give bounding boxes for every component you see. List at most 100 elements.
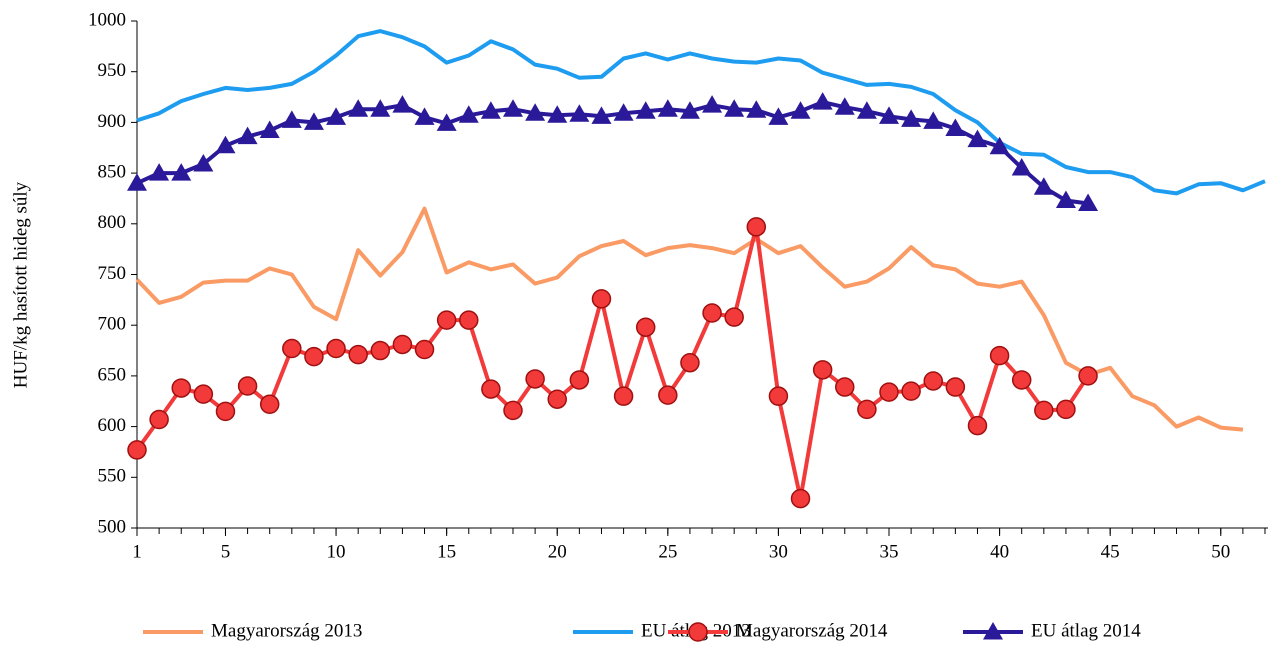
point xyxy=(436,310,457,330)
legend-marker xyxy=(983,622,1003,640)
point xyxy=(812,360,833,380)
x-tick-label: 25 xyxy=(658,541,677,562)
point xyxy=(967,129,988,148)
x-tick-label: 40 xyxy=(990,541,1009,562)
legend-marker xyxy=(688,622,708,642)
point xyxy=(923,111,944,129)
point xyxy=(481,379,501,399)
point xyxy=(348,344,368,365)
point xyxy=(967,415,988,436)
point xyxy=(215,401,236,422)
point xyxy=(879,382,899,402)
point xyxy=(945,377,966,397)
point xyxy=(171,378,191,398)
point xyxy=(480,101,501,119)
point xyxy=(503,400,523,421)
point xyxy=(746,217,767,237)
point xyxy=(569,370,590,390)
point xyxy=(459,310,479,330)
point xyxy=(370,340,391,361)
point xyxy=(768,386,789,406)
legend-label: Magyarország 2014 xyxy=(736,620,888,641)
point xyxy=(591,289,612,309)
point xyxy=(658,385,678,405)
x-tick-label: 10 xyxy=(327,541,346,562)
point xyxy=(547,389,567,409)
point xyxy=(392,334,413,355)
point xyxy=(1011,370,1032,390)
point xyxy=(613,386,634,406)
point xyxy=(680,352,700,373)
point xyxy=(901,109,922,127)
point xyxy=(127,173,147,191)
point xyxy=(790,101,811,119)
point xyxy=(193,153,214,172)
point xyxy=(414,339,435,360)
point xyxy=(281,110,302,128)
point xyxy=(1034,400,1054,421)
point xyxy=(348,99,369,117)
x-tick-label: 15 xyxy=(437,541,456,562)
point xyxy=(525,103,546,121)
point xyxy=(746,100,767,118)
point xyxy=(1078,193,1099,212)
point xyxy=(193,384,214,404)
point xyxy=(547,105,568,123)
x-tick-label: 50 xyxy=(1211,541,1230,562)
point xyxy=(569,104,590,122)
point xyxy=(591,106,612,124)
point xyxy=(901,381,921,401)
point xyxy=(768,107,789,125)
point xyxy=(635,101,656,119)
point xyxy=(989,136,1010,155)
point xyxy=(989,345,1010,366)
y-tick-label: 650 xyxy=(98,364,127,385)
point xyxy=(923,371,943,391)
point xyxy=(304,346,324,367)
y-tick-label: 850 xyxy=(98,161,127,182)
point xyxy=(237,376,258,396)
series-line xyxy=(136,29,1266,196)
y-tick-label: 900 xyxy=(98,111,127,132)
point xyxy=(149,409,169,430)
point xyxy=(370,99,391,117)
point xyxy=(834,97,855,115)
x-tick-label: 1 xyxy=(132,541,142,562)
point xyxy=(282,338,302,359)
point xyxy=(503,99,523,117)
series-line xyxy=(135,206,1244,432)
point xyxy=(812,92,833,110)
y-tick-label: 1000 xyxy=(88,9,126,30)
point xyxy=(790,488,811,509)
point xyxy=(127,440,147,460)
x-tick-label: 30 xyxy=(769,541,788,562)
point xyxy=(259,394,280,415)
point xyxy=(458,105,479,123)
point xyxy=(259,120,280,139)
y-tick-label: 800 xyxy=(98,212,127,233)
point xyxy=(856,101,877,119)
x-tick-label: 5 xyxy=(221,541,231,562)
point xyxy=(1033,177,1054,195)
y-tick-label: 550 xyxy=(98,466,127,487)
point xyxy=(724,307,744,327)
point xyxy=(149,163,170,181)
point xyxy=(326,107,347,125)
point xyxy=(392,95,413,113)
point xyxy=(326,338,346,359)
y-tick-label: 750 xyxy=(98,263,127,284)
point xyxy=(1056,399,1076,420)
point xyxy=(857,399,877,420)
point xyxy=(657,99,678,117)
point xyxy=(171,163,192,181)
point xyxy=(835,377,855,397)
point xyxy=(1011,158,1032,176)
x-tick-label: 20 xyxy=(548,541,567,562)
point xyxy=(613,103,634,121)
point xyxy=(414,107,435,125)
legend-label: Magyarország 2013 xyxy=(211,620,362,641)
point xyxy=(303,112,324,130)
point xyxy=(702,95,723,113)
point xyxy=(702,303,722,323)
